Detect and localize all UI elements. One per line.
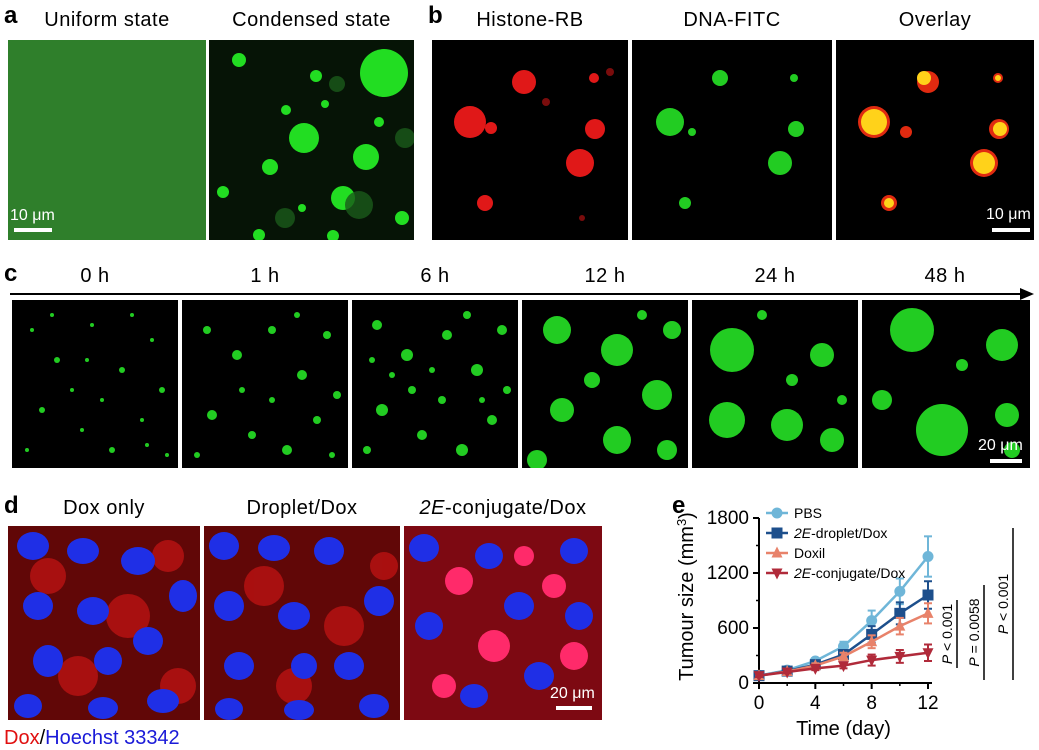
scalebar-label-b: 10 μm xyxy=(986,206,1031,223)
point-2e-conjugate-dox xyxy=(866,655,878,667)
timepoint-48h: 48 h xyxy=(924,265,966,287)
scalebar-label-c: 20 μm xyxy=(978,437,1023,454)
timeseries-48h-image xyxy=(862,300,1030,468)
title-2e-conjugate-dox: 2E-conjugate/Dox xyxy=(404,498,602,518)
panel-label-d: d xyxy=(4,492,19,519)
scalebar-b xyxy=(992,228,1030,232)
x-axis-label: Time (day) xyxy=(796,718,891,740)
point-doxil xyxy=(866,635,878,647)
title-condensed-state: Condensed state xyxy=(232,9,391,31)
y-tick-label: 0 xyxy=(738,673,749,694)
overlay-image xyxy=(836,40,1034,240)
point-pbs xyxy=(894,585,906,597)
condensed-droplets xyxy=(217,49,414,240)
panel-label-b: b xyxy=(428,2,443,29)
legend-label-doxil: Doxil xyxy=(794,545,825,561)
stain-caption: Dox/Hoechst 33342 xyxy=(4,728,180,748)
scalebar-label-d: 20 μm xyxy=(550,685,595,702)
point-2e-conjugate-dox xyxy=(809,663,821,675)
x-tick-label: 0 xyxy=(754,693,765,714)
panel-label-e: e xyxy=(672,492,686,519)
overlay-droplets xyxy=(858,71,1009,211)
title-dna-fitc: DNA-FITC xyxy=(683,9,781,31)
title-2e-rest: -conjugate/Dox xyxy=(444,497,587,519)
caption-sep: / xyxy=(39,727,46,749)
conjugate-dox-image xyxy=(404,526,602,720)
droplets-12h xyxy=(527,310,681,468)
x-tick-label: 8 xyxy=(866,693,877,714)
title-overlay: Overlay xyxy=(898,9,972,31)
point-doxil xyxy=(838,649,849,661)
timeseries-1h-image xyxy=(182,300,348,468)
legend-label-pbs: PBS xyxy=(794,505,822,521)
title-2e-prefix: 2E xyxy=(419,497,445,519)
scalebar-a xyxy=(14,228,52,232)
title-dox-only: Dox only xyxy=(63,497,145,519)
timepoint-0h: 0 h xyxy=(80,265,110,287)
y-tick-label: 1800 xyxy=(707,508,749,529)
histone-rb-image xyxy=(432,40,628,240)
dna-fitc-image xyxy=(632,40,832,240)
point-2e-droplet-dox xyxy=(922,589,934,601)
cells-conjugate-dox xyxy=(404,526,602,720)
timepoint-24h: 24 h xyxy=(754,265,796,287)
caption-dox: Dox xyxy=(4,727,40,749)
x-tick-label: 4 xyxy=(810,693,821,714)
condensed-state-image xyxy=(209,40,414,240)
timeline-arrow xyxy=(10,288,1034,300)
droplets-6h xyxy=(363,311,511,456)
title-uniform-state: Uniform state xyxy=(44,9,170,31)
legend-marker-2e-droplet-dox xyxy=(771,527,783,539)
y-axis-label: Tumour size (mm3) xyxy=(674,512,699,681)
timeseries-12h-image xyxy=(522,300,688,468)
y-tick-label: 600 xyxy=(717,618,749,639)
point-doxil xyxy=(894,619,906,631)
point-2e-conjugate-dox xyxy=(781,667,793,679)
pvalue-label: P = 0.0058 xyxy=(966,598,982,666)
point-doxil xyxy=(922,606,934,618)
timeseries-6h-image xyxy=(352,300,518,468)
point-pbs xyxy=(922,551,934,562)
timepoint-6h: 6 h xyxy=(420,265,450,287)
caption-hoechst: Hoechst 33342 xyxy=(45,727,180,749)
legend-label-2e-conjugate-dox: 2E-conjugate/Dox xyxy=(793,565,905,581)
title-histone-rb: Histone-RB xyxy=(476,9,584,31)
dox-only-image xyxy=(8,526,200,720)
legend-marker-doxil xyxy=(771,546,783,558)
timepoint-12h: 12 h xyxy=(584,265,626,287)
droplet-dox-image xyxy=(204,526,400,720)
droplets-1h xyxy=(194,312,341,458)
point-2e-conjugate-dox xyxy=(922,648,934,660)
legend-marker-pbs xyxy=(771,507,783,519)
point-pbs xyxy=(866,615,878,627)
scalebar-label-a: 10 μm xyxy=(10,207,55,224)
cells-droplet-dox xyxy=(204,526,400,720)
dna-droplets xyxy=(656,70,804,209)
uniform-state-image xyxy=(8,40,206,240)
timepoint-1h: 1 h xyxy=(250,265,280,287)
cells-dox-only xyxy=(8,526,200,720)
scalebar-c xyxy=(990,459,1022,463)
legend-label-2e-droplet-dox: 2E-droplet/Dox xyxy=(793,525,887,541)
scalebar-d xyxy=(556,706,592,710)
histone-droplets xyxy=(454,68,614,221)
tumour-size-chart: 0 600 1200 1800 0 4 8 12 Time (day) Tumour size (… xyxy=(674,505,1014,740)
panel-label-a: a xyxy=(4,2,18,29)
droplets-24h xyxy=(709,310,847,452)
legend-marker-2e-conjugate-dox xyxy=(771,568,783,580)
y-tick-label: 1200 xyxy=(707,563,749,584)
point-2e-conjugate-dox xyxy=(838,661,849,673)
pvalue-label: P < 0.001 xyxy=(995,574,1011,635)
timeseries-24h-image xyxy=(692,300,858,468)
point-2e-conjugate-dox xyxy=(753,671,765,683)
title-droplet-dox: Droplet/Dox xyxy=(246,497,358,519)
droplets-0h xyxy=(25,313,169,457)
panel-label-c: c xyxy=(4,260,18,287)
pvalue-label: P < 0.001 xyxy=(939,604,955,665)
droplets-48h xyxy=(872,308,1020,458)
timeseries-0h-image xyxy=(12,300,178,468)
point-2e-conjugate-dox xyxy=(894,651,906,663)
x-tick-label: 12 xyxy=(917,693,938,714)
point-2e-droplet-dox xyxy=(894,607,906,619)
